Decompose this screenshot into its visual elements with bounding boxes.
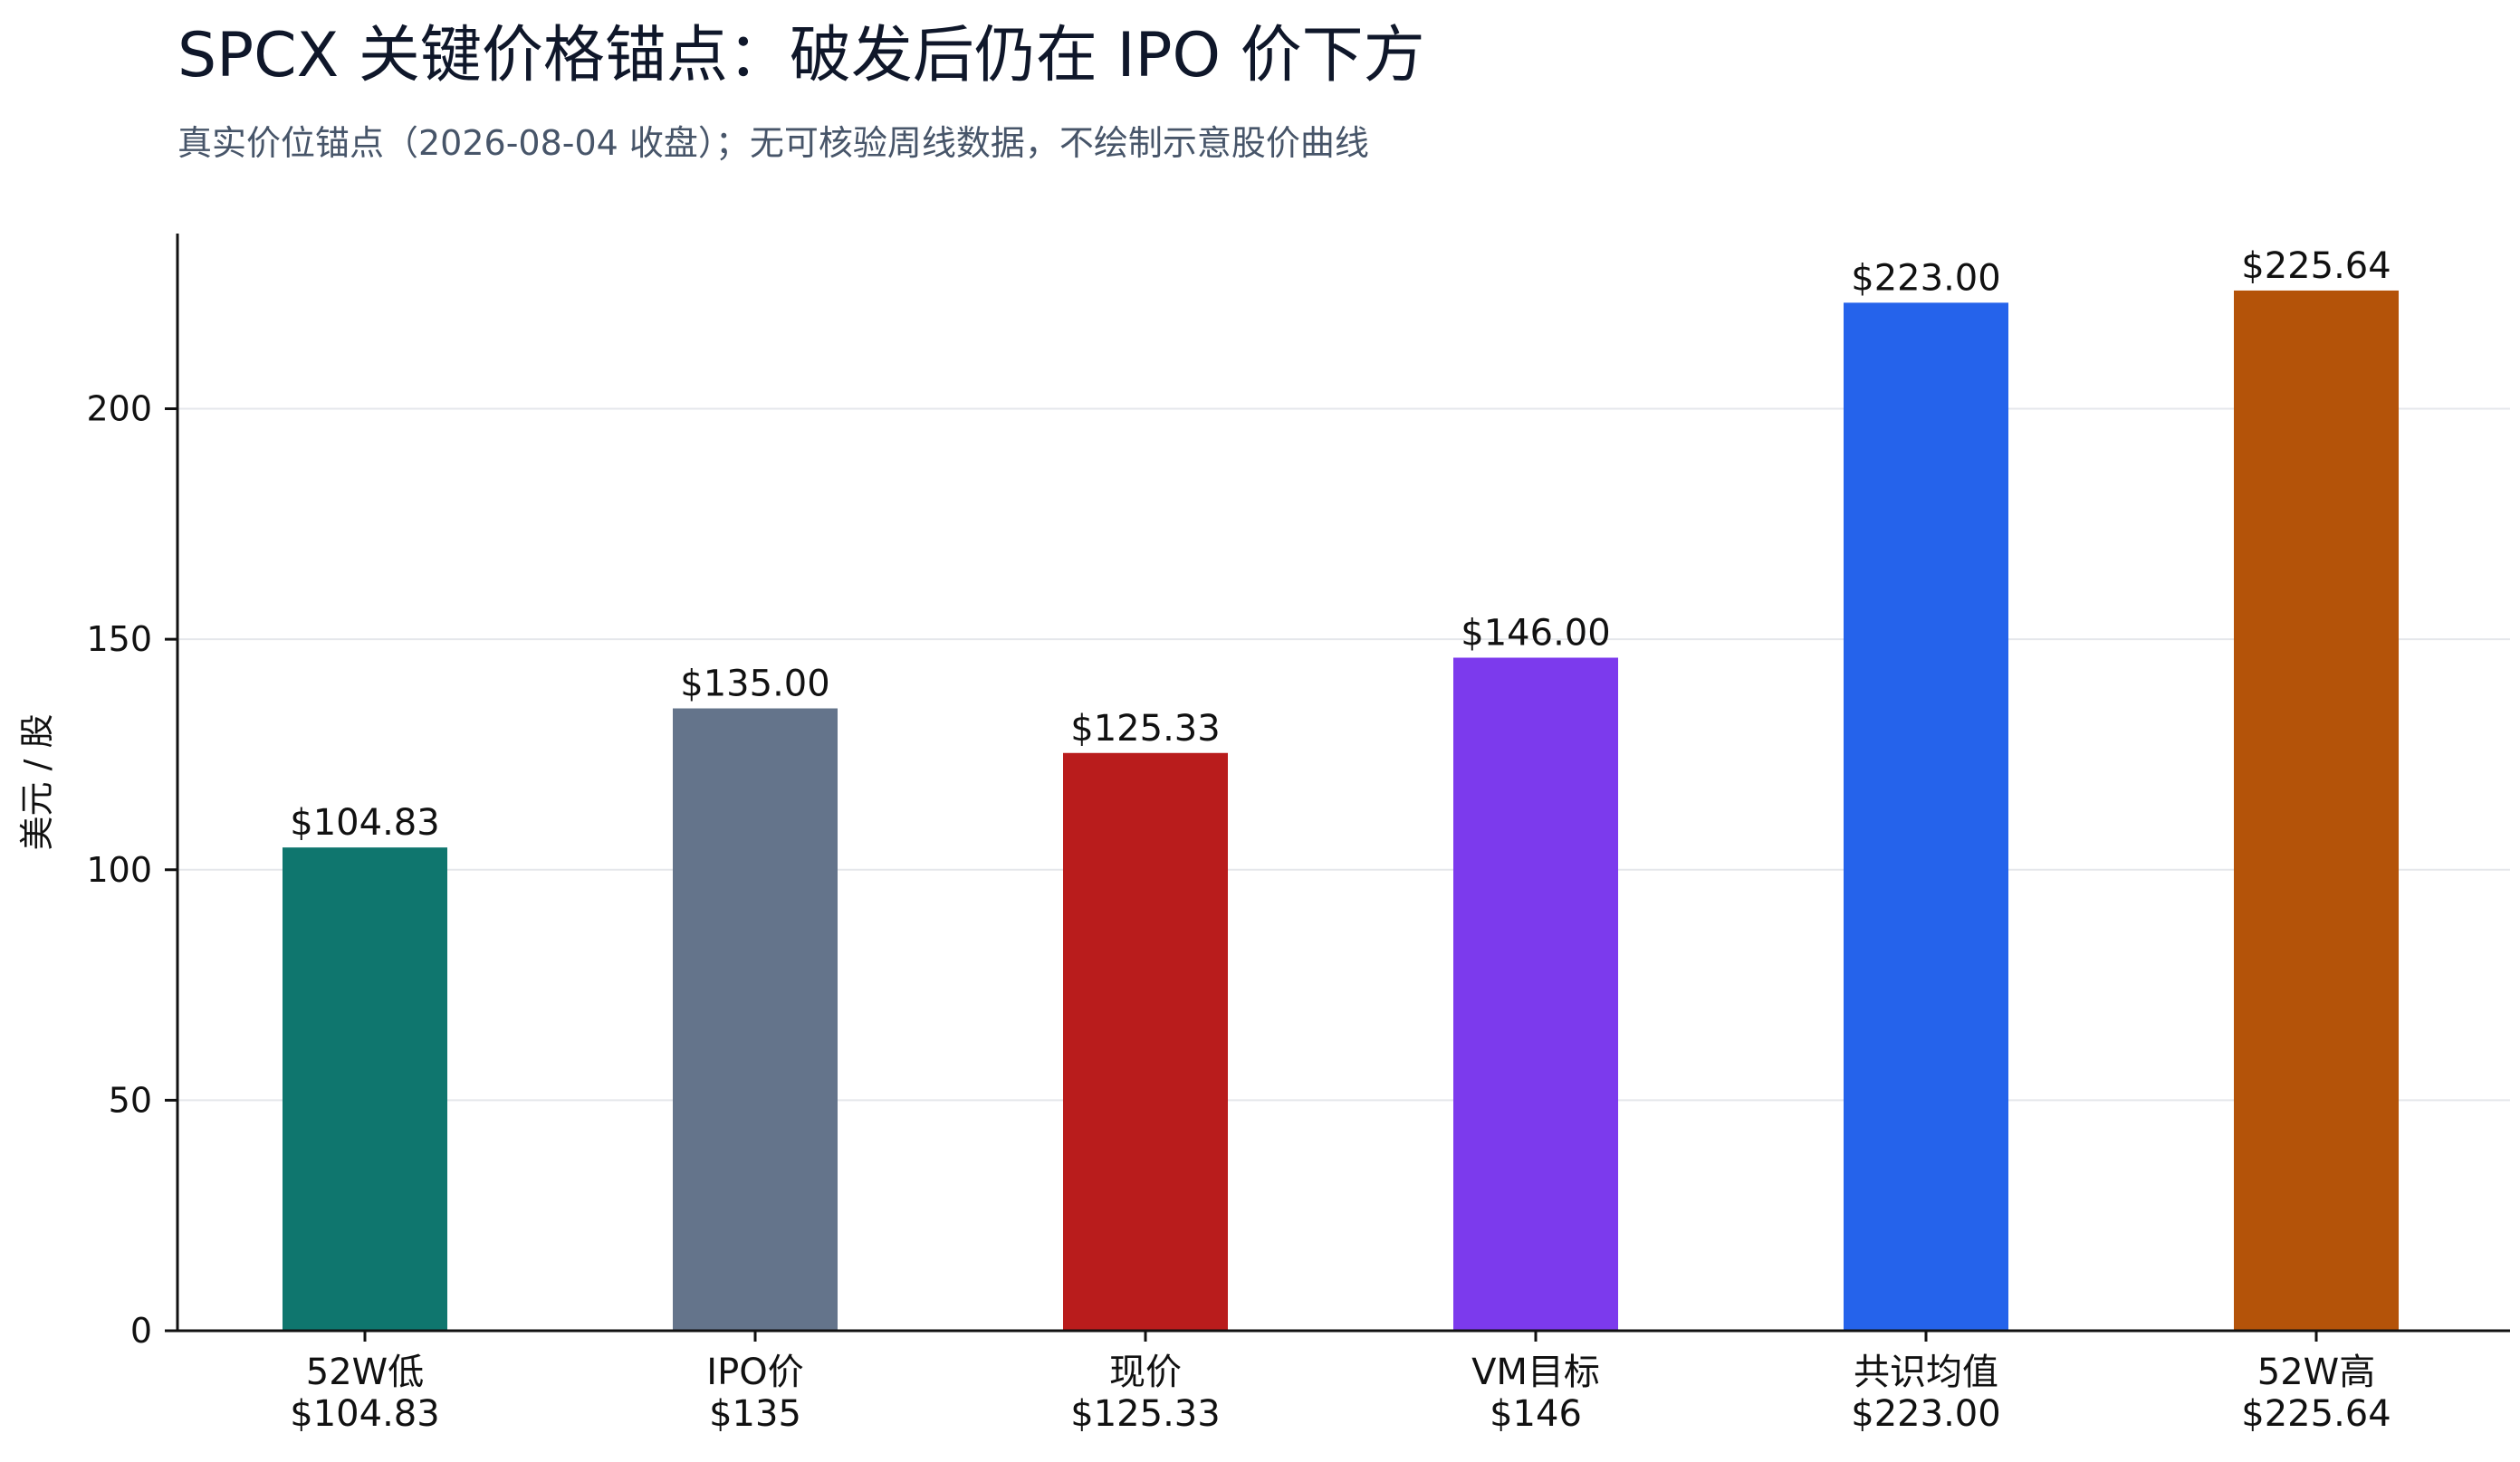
x-axis-ticks: 52W低$104.83 IPO价$135 现价$125.33 VM目标$146 共识均值… <box>290 1331 2391 1435</box>
x-tick-label: IPO价 <box>706 1352 803 1393</box>
bar <box>673 708 838 1331</box>
y-tick-label: 50 <box>109 1080 152 1120</box>
x-tick-label: 52W高 <box>2257 1352 2375 1393</box>
bar <box>1453 657 1618 1331</box>
bar-value-label: $135.00 <box>680 664 829 705</box>
x-tick-sub-label: $225.64 <box>2241 1393 2391 1435</box>
bar-value-label: $104.83 <box>290 802 439 844</box>
chart-subtitle: 真实价位锚点（2026-08-04 收盘）；无可核验周线数据，不绘制示意股价曲线 <box>177 123 1369 163</box>
y-tick-label: 200 <box>86 389 152 429</box>
bar-value-label: $223.00 <box>1851 257 2000 299</box>
bar <box>2234 290 2399 1332</box>
x-tick-label: 共识均值 <box>1854 1352 1998 1393</box>
bar <box>283 847 447 1331</box>
y-axis-label: 美元 / 股 <box>17 714 57 851</box>
bar-value-label: $125.33 <box>1070 708 1220 750</box>
x-tick-sub-label: $135 <box>709 1393 801 1435</box>
value-labels: $104.83 $135.00 $125.33 $146.00 $223.00 $225.… <box>290 245 2391 844</box>
y-tick-label: 0 <box>130 1311 152 1351</box>
bar-value-label: $146.00 <box>1461 613 1610 655</box>
y-tick-label: 150 <box>86 619 152 659</box>
x-tick-sub-label: $223.00 <box>1851 1393 2000 1435</box>
bars <box>283 290 2399 1332</box>
y-tick-label: 100 <box>86 850 152 890</box>
bar <box>1844 302 2008 1331</box>
x-tick-label: VM目标 <box>1471 1352 1600 1393</box>
x-tick-label: 52W低 <box>306 1352 424 1393</box>
chart-title: SPCX 关键价格锚点：破发后仍在 IPO 价下方 <box>177 20 1425 91</box>
gridlines <box>177 407 2510 1102</box>
x-tick-sub-label: $146 <box>1490 1393 1582 1435</box>
bar <box>1063 752 1228 1331</box>
x-tick-label: 现价 <box>1109 1352 1182 1393</box>
x-tick-sub-label: $125.33 <box>1070 1393 1220 1435</box>
x-tick-sub-label: $104.83 <box>290 1393 439 1435</box>
bar-value-label: $225.64 <box>2241 245 2391 287</box>
y-axis-ticks: 0 50 100 150 200 <box>86 389 177 1351</box>
